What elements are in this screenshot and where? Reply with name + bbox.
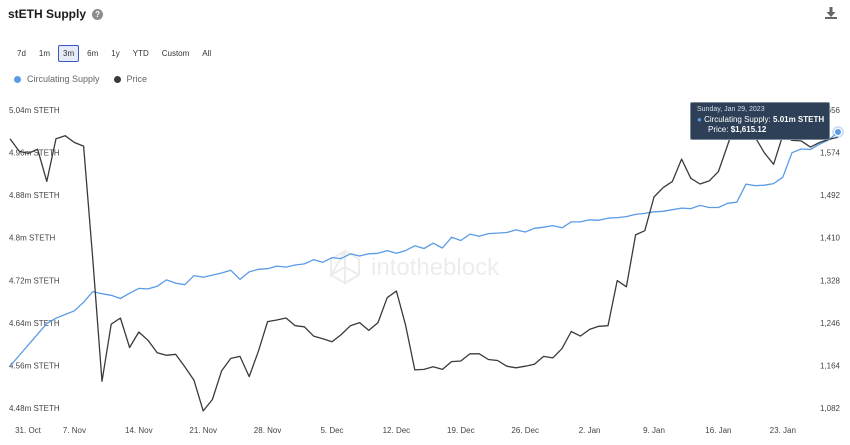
range-all-button[interactable]: All <box>197 45 217 62</box>
y-left-tick-label: 4.96m STETH <box>9 149 60 158</box>
y-right-tick-label: 1,410 <box>820 234 841 243</box>
hover-point[interactable] <box>834 127 842 136</box>
tooltip-price-value: $1,615.12 <box>730 125 767 134</box>
x-tick-label: 5. Dec <box>320 426 343 435</box>
tooltip-bullet-icon: ● <box>697 115 702 124</box>
legend-dot-price <box>113 75 121 83</box>
tooltip-price-label: Price: <box>708 125 729 134</box>
series-line-circulating-supply[interactable] <box>9 131 839 367</box>
chart-header: stETH Supply ? <box>8 4 104 24</box>
y-left-tick-label: 5.04m STETH <box>9 106 60 115</box>
x-tick-label: 26. Dec <box>511 426 539 435</box>
y-right-tick-label: 1,164 <box>820 361 841 370</box>
x-tick-label: 14. Nov <box>125 426 153 435</box>
legend-dot-supply <box>14 75 21 83</box>
y-right-tick-label: 1,246 <box>820 319 841 328</box>
y-left-tick-label: 4.8m STETH <box>9 234 55 243</box>
legend-item-supply[interactable]: Circulating Supply <box>14 74 100 84</box>
y-left-tick-label: 4.72m STETH <box>9 276 60 285</box>
y-axis-right: 1,082 1,164 1,246 1,328 1,410 1,492 1,574 1,656 <box>820 106 841 413</box>
x-tick-label: 7. Nov <box>63 426 86 435</box>
y-left-tick-label: 4.64m STETH <box>9 319 60 328</box>
x-tick-label: 12. Dec <box>383 426 411 435</box>
x-tick-label: 19. Dec <box>447 426 475 435</box>
range-6m-button[interactable]: 6m <box>82 45 104 62</box>
y-left-tick-label: 4.56m STETH <box>9 361 60 370</box>
series-line-price[interactable] <box>9 116 839 412</box>
range-selector: 7d 1m 3m 6m 1y YTD Custom All <box>12 45 217 62</box>
svg-text:intotheblock: intotheblock <box>371 254 500 281</box>
chart-legend: Circulating Supply Price <box>14 74 147 84</box>
y-right-tick-label: 1,656 <box>820 106 841 115</box>
series-layer <box>9 116 844 412</box>
chart-tooltip: Sunday, Jan 29, 2023 ● Circulating Suppl… <box>690 102 830 140</box>
download-icon[interactable] <box>824 6 838 20</box>
tooltip-supply-value: 5.01m STETH <box>773 115 825 124</box>
range-ytd-button[interactable]: YTD <box>127 45 154 62</box>
range-1y-button[interactable]: 1y <box>106 45 125 62</box>
y-left-tick-label: 4.88m STETH <box>9 191 60 200</box>
y-left-tick-label: 4.48m STETH <box>9 404 60 413</box>
x-tick-label: 28. Nov <box>254 426 282 435</box>
watermark: intotheblock <box>328 247 500 285</box>
range-7d-button[interactable]: 7d <box>12 45 31 62</box>
y-right-tick-label: 1,574 <box>820 149 841 158</box>
legend-label-supply: Circulating Supply <box>27 74 100 84</box>
y-right-tick-label: 1,492 <box>820 191 841 200</box>
x-tick-label: 21. Nov <box>189 426 217 435</box>
x-tick-label: 31. Oct <box>15 426 42 435</box>
tooltip-supply-label: Circulating Supply: <box>704 115 771 124</box>
x-tick-label: 23. Jan <box>770 426 796 435</box>
tooltip-price-row: Price: $1,615.12 <box>697 125 823 135</box>
tooltip-supply-row: ● Circulating Supply: 5.01m STETH <box>697 115 825 125</box>
range-1m-button[interactable]: 1m <box>33 45 56 62</box>
y-right-tick-label: 1,082 <box>820 404 841 413</box>
range-custom-button[interactable]: Custom <box>156 45 195 62</box>
range-3m-button[interactable]: 3m <box>58 45 80 62</box>
help-icon[interactable]: ? <box>92 8 104 20</box>
y-right-tick-label: 1,328 <box>820 276 841 285</box>
x-axis: 31. Oct 7. Nov 14. Nov 21. Nov 28. Nov 5. Dec… <box>15 426 796 435</box>
legend-item-price[interactable]: Price <box>113 74 148 84</box>
x-tick-label: 9. Jan <box>643 426 665 435</box>
x-tick-label: 16. Jan <box>705 426 731 435</box>
chart-title: stETH Supply <box>8 7 87 21</box>
x-tick-label: 2. Jan <box>579 426 601 435</box>
y-axis-left: 4.48m STETH 4.56m STETH 4.64m STETH 4.72m S… <box>9 106 60 413</box>
tooltip-date: Sunday, Jan 29, 2023 <box>697 106 765 113</box>
legend-label-price: Price <box>126 74 148 84</box>
